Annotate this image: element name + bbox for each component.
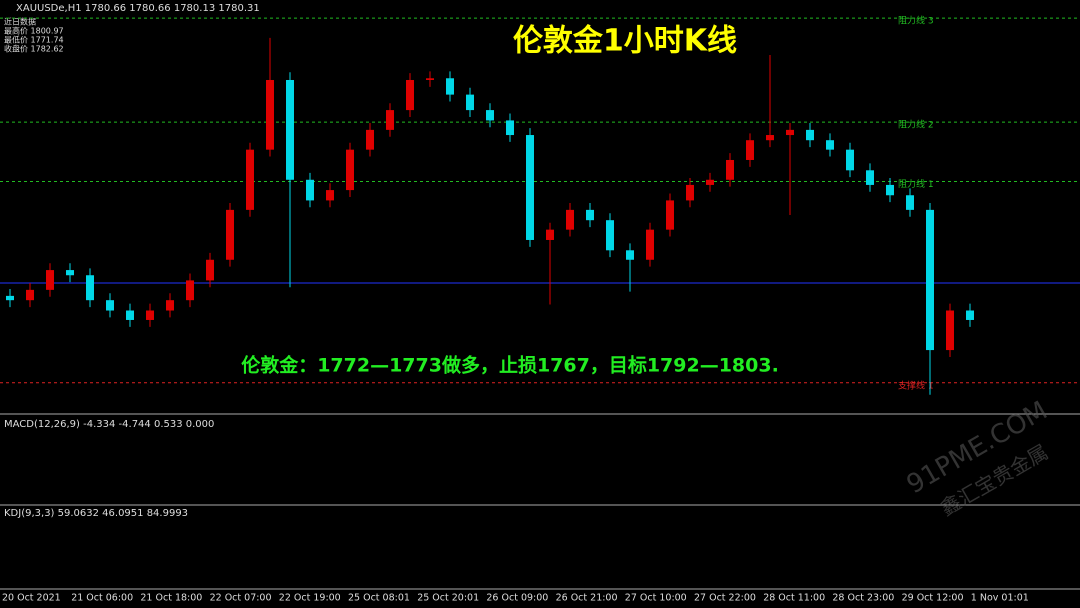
- candle-body: [746, 140, 754, 160]
- x-tick-label: 21 Oct 06:00: [71, 593, 133, 604]
- candle-body: [826, 140, 834, 150]
- candle-body: [626, 250, 634, 260]
- kdj-header: KDJ(9,3,3) 59.0632 46.0951 84.9993: [4, 508, 188, 519]
- x-tick-label: 21 Oct 18:00: [140, 593, 202, 604]
- candle-body: [546, 229, 554, 240]
- candle-body: [866, 170, 874, 185]
- candle-body: [886, 184, 894, 196]
- candle-body: [206, 259, 214, 281]
- candle-body: [146, 310, 154, 320]
- candle-body: [106, 300, 114, 311]
- candle-body: [806, 129, 814, 141]
- x-tick-label: 27 Oct 10:00: [625, 593, 687, 604]
- candle-body: [266, 79, 274, 150]
- candle-body: [66, 270, 74, 276]
- x-tick-label: 20 Oct 2021: [2, 593, 61, 604]
- candle-body: [926, 209, 934, 351]
- candle-body: [126, 310, 134, 320]
- candle-body: [946, 310, 954, 351]
- level-label: 支撑线 1: [898, 379, 934, 391]
- candle-body: [326, 190, 334, 201]
- candle-body: [6, 295, 14, 301]
- candle-body: [186, 280, 194, 301]
- candle-body: [786, 129, 794, 136]
- candle-body: [386, 110, 394, 130]
- x-tick-label: 1 Nov 01:01: [971, 593, 1029, 604]
- candle-body: [706, 179, 714, 185]
- candle-body: [486, 110, 494, 121]
- candle-body: [726, 159, 734, 180]
- candle-body: [766, 135, 774, 141]
- x-tick-label: 26 Oct 21:00: [556, 593, 618, 604]
- chart-title: 伦敦金1小时K线: [513, 24, 737, 59]
- candle-body: [566, 209, 574, 230]
- candle-body: [246, 149, 254, 210]
- info-text: 最高价 1800.97: [4, 26, 64, 36]
- candle-body: [586, 209, 594, 221]
- candle-body: [166, 300, 174, 311]
- candle-body: [846, 149, 854, 171]
- level-label: 阻力线 2: [898, 119, 934, 131]
- candle-body: [686, 184, 694, 201]
- x-tick-label: 22 Oct 19:00: [279, 593, 341, 604]
- candle-body: [646, 229, 654, 260]
- symbol-header: XAUUSDe,H1 1780.66 1780.66 1780.13 1780.…: [16, 3, 260, 14]
- level-label: 阻力线 1: [898, 178, 934, 190]
- candle-body: [666, 200, 674, 230]
- x-tick-label: 25 Oct 08:01: [348, 593, 410, 604]
- info-text: 最低价 1771.74: [4, 35, 64, 45]
- candle-body: [226, 209, 234, 260]
- candle-body: [426, 78, 434, 80]
- x-tick-label: 27 Oct 22:00: [694, 593, 756, 604]
- x-tick-label: 28 Oct 11:00: [763, 593, 825, 604]
- candle-body: [86, 275, 94, 301]
- candle-body: [26, 289, 34, 301]
- info-text: 收盘价 1782.62: [4, 44, 64, 54]
- candle-body: [306, 179, 314, 201]
- candle-body: [286, 79, 294, 180]
- x-tick-label: 22 Oct 07:00: [210, 593, 272, 604]
- candle-body: [366, 129, 374, 150]
- x-tick-label: 26 Oct 09:00: [486, 593, 548, 604]
- macd-header: MACD(12,26,9) -4.334 -4.744 0.533 0.000: [4, 419, 214, 430]
- candle-body: [606, 220, 614, 251]
- candle-body: [506, 120, 514, 136]
- candle-body: [906, 195, 914, 210]
- candle-body: [406, 79, 414, 111]
- info-text: 近日数据: [4, 17, 36, 27]
- candle-body: [46, 270, 54, 290]
- annotation: 伦敦金：1772—1773做多，止损1767，目标1792—1803.: [241, 354, 779, 377]
- candle-body: [346, 149, 354, 191]
- x-tick-label: 28 Oct 23:00: [832, 593, 894, 604]
- level-label: 阻力线 3: [898, 15, 934, 27]
- candle-body: [966, 310, 974, 320]
- x-tick-label: 25 Oct 20:01: [417, 593, 479, 604]
- x-tick-label: 29 Oct 12:00: [902, 593, 964, 604]
- candle-body: [446, 78, 454, 95]
- candle-body: [526, 135, 534, 240]
- candle-body: [466, 94, 474, 111]
